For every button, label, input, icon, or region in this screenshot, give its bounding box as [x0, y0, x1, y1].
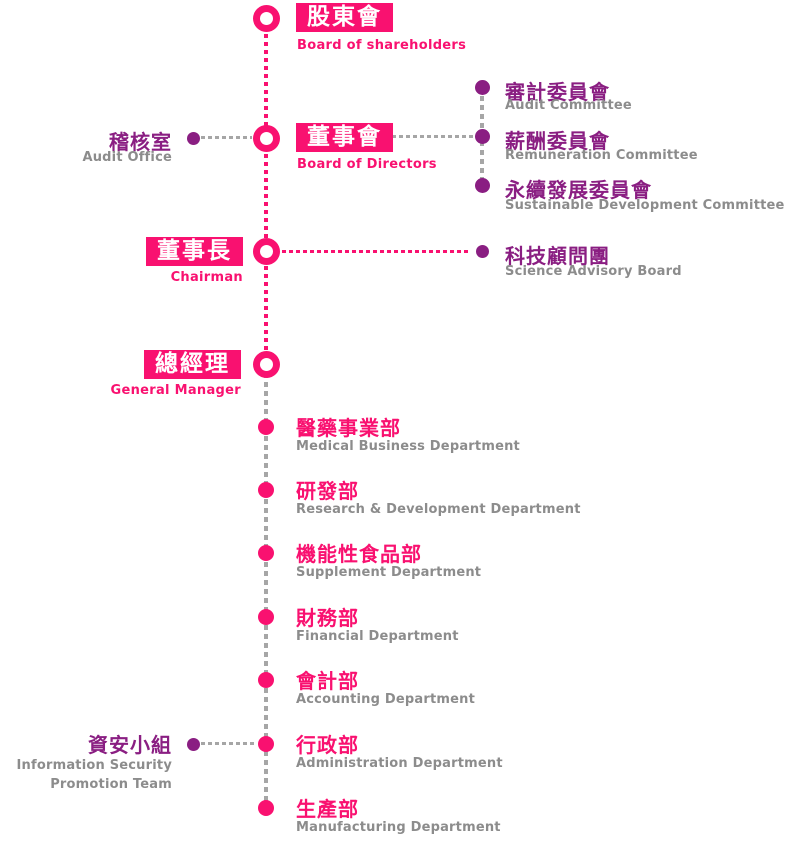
- node-marker-general-manager: [253, 351, 280, 378]
- committee-audit-en: Audit Committee: [505, 98, 632, 113]
- infosec-en-line1: Information Security: [16, 758, 172, 773]
- committee-sustainable-zh: 永續發展委員會: [505, 178, 652, 202]
- node-marker-shareholders: [253, 5, 280, 32]
- node-marker-chairman: [253, 238, 280, 265]
- dept-financial-en: Financial Department: [296, 629, 459, 644]
- connector-dot-audit-office: [187, 132, 200, 145]
- audit-office-en: Audit Office: [82, 150, 172, 165]
- connector-dot-administration: [258, 736, 274, 752]
- connector-audit-office: [201, 136, 252, 139]
- connector-advisory: [282, 250, 471, 253]
- committee-sustainable-en: Sustainable Development Committee: [505, 198, 785, 213]
- dept-accounting-en: Accounting Department: [296, 692, 476, 707]
- connector-directors-committees: [392, 135, 473, 138]
- node-marker-directors: [253, 125, 280, 152]
- dept-financial-zh: 財務部: [296, 606, 359, 630]
- caption-chairman: Chairman: [170, 270, 243, 285]
- dept-manufacturing-en: Manufacturing Department: [296, 820, 501, 835]
- connector-dot-supplement: [258, 545, 274, 561]
- dept-medical-en: Medical Business Department: [296, 439, 520, 454]
- committee-remuneration-en: Remuneration Committee: [505, 148, 698, 163]
- connector-dot-manufacturing: [258, 800, 274, 816]
- dept-medical-zh: 醫藥事業部: [296, 416, 401, 440]
- dept-administration-en: Administration Department: [296, 756, 503, 771]
- connector-dot-accounting: [258, 672, 274, 688]
- connector-dot-committee-remuneration: [475, 129, 490, 144]
- box-chairman: 董事長: [146, 237, 243, 266]
- infosec-zh: 資安小組: [88, 733, 172, 757]
- dept-rnd-zh: 研發部: [296, 479, 359, 503]
- connector-dot-medical: [258, 419, 274, 435]
- infosec-en-line2: Promotion Team: [50, 777, 172, 792]
- audit-office-zh: 稽核室: [109, 130, 172, 154]
- spine-line-lower: [264, 364, 268, 808]
- connector-dot-committee-sustainable: [475, 178, 490, 193]
- box-shareholders: 股東會: [296, 3, 393, 32]
- spine-line-upper: [264, 18, 268, 364]
- dept-supplement-zh: 機能性食品部: [296, 542, 422, 566]
- connector-dot-financial: [258, 609, 274, 625]
- advisory-zh: 科技顧問團: [505, 244, 610, 268]
- dept-manufacturing-zh: 生產部: [296, 797, 359, 821]
- connector-infosec: [201, 742, 257, 745]
- connector-dot-committee-audit: [475, 80, 490, 95]
- infosec-en: Information Security Promotion Team: [17, 756, 173, 794]
- advisory-en: Science Advisory Board: [505, 264, 682, 279]
- caption-directors: Board of Directors: [297, 157, 437, 172]
- dept-accounting-zh: 會計部: [296, 669, 359, 693]
- caption-general-manager: General Manager: [110, 383, 241, 398]
- box-directors: 董事會: [296, 123, 393, 152]
- dept-supplement-en: Supplement Department: [296, 565, 482, 580]
- connector-dot-infosec: [187, 738, 200, 751]
- box-general-manager: 總經理: [144, 350, 241, 379]
- connector-dot-rnd: [258, 482, 274, 498]
- caption-shareholders: Board of shareholders: [297, 38, 467, 53]
- dept-administration-zh: 行政部: [296, 733, 359, 757]
- committee-remuneration-zh: 薪酬委員會: [505, 129, 610, 153]
- committee-audit-zh: 審計委員會: [505, 80, 610, 104]
- connector-dot-advisory: [476, 245, 489, 258]
- dept-rnd-en: Research & Development Department: [296, 502, 581, 517]
